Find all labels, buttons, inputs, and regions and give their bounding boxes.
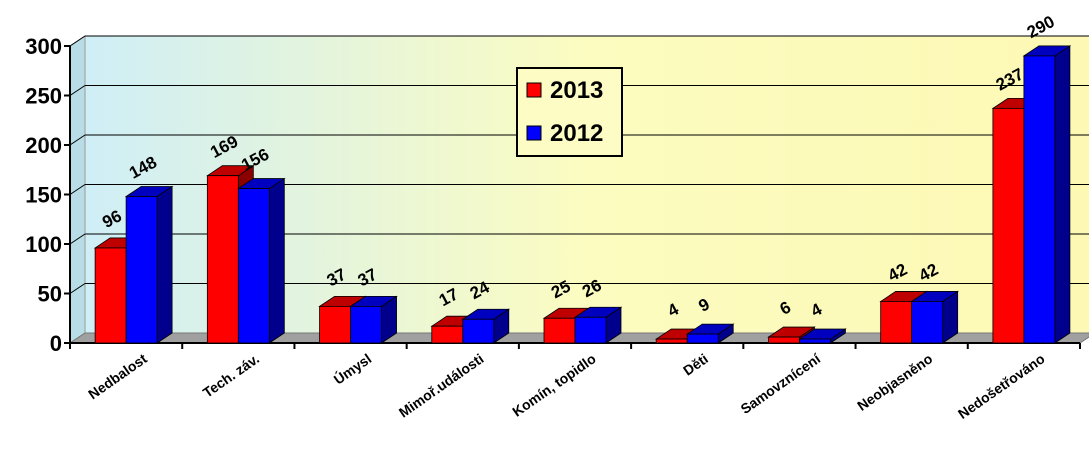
bar-2012-7 <box>910 290 959 344</box>
y-axis-ticks: 0 50 100 150 200 250 300 <box>25 34 70 356</box>
gridline-side <box>69 283 86 294</box>
bar-front <box>431 325 464 344</box>
category-label-7: Neobjasněno <box>854 350 935 414</box>
y-tick-label: 200 <box>25 133 62 158</box>
y-tick-label: 100 <box>25 232 62 257</box>
bar-front <box>543 317 576 344</box>
bar-front <box>1023 55 1056 344</box>
bar-front <box>655 338 688 344</box>
gridline-side <box>69 35 86 47</box>
bar-front <box>94 247 127 344</box>
bar-front <box>880 301 913 344</box>
bar-front <box>237 188 270 344</box>
y-tick-label: 50 <box>38 282 62 307</box>
bar-2012-1 <box>237 177 286 344</box>
bar-front <box>574 316 607 344</box>
y-tick-label: 0 <box>50 331 62 356</box>
bar-front <box>992 107 1025 344</box>
category-label-8: Nedošetřováno <box>955 350 1048 422</box>
bar-side <box>156 185 173 344</box>
bar-front <box>350 305 382 344</box>
y-tick-label: 150 <box>25 183 62 208</box>
bar-front <box>206 175 239 344</box>
category-label-1: Tech. záv. <box>200 350 262 400</box>
bar-front <box>686 333 719 344</box>
bar-front <box>911 301 944 344</box>
legend-label-2013: 2013 <box>550 77 603 104</box>
bar-front <box>319 305 351 344</box>
category-label-4: Komín, topidlo <box>509 350 598 419</box>
bar-2012-4 <box>573 306 623 344</box>
bars <box>93 45 1072 344</box>
y-tick-label: 300 <box>25 34 62 59</box>
bar-2012-5 <box>685 323 735 344</box>
bar-2012-8 <box>1022 45 1072 344</box>
y-tick-label: 250 <box>25 84 62 109</box>
gridline-side <box>69 233 86 245</box>
bar-front <box>799 338 831 344</box>
legend-swatch-2013 <box>526 82 542 98</box>
legend-swatch-2012 <box>526 125 542 141</box>
legend-label-2012: 2012 <box>550 120 603 147</box>
category-label-3: Mimoř.události <box>396 350 487 420</box>
bar-2012-3 <box>461 308 511 344</box>
bar-side <box>1054 45 1071 344</box>
bar-2012-2 <box>349 295 398 344</box>
gridline-side <box>69 85 86 96</box>
category-label-5: Děti <box>680 350 711 378</box>
category-label-2: Úmysl <box>330 350 374 388</box>
legend: 2013 2012 <box>516 67 623 157</box>
bar-2012-0 <box>124 185 174 344</box>
x-axis-ticks: Nedbalost Tech. záv. Úmysl Mimoř.události Ko… <box>85 350 1047 422</box>
bar-side <box>268 177 285 344</box>
category-label-6: Samovznícení <box>737 350 824 417</box>
gridline-side <box>69 184 86 195</box>
bar-front <box>462 318 495 344</box>
bar-front <box>125 196 158 344</box>
category-label-0: Nedbalost <box>85 350 150 402</box>
bar-front <box>768 336 800 344</box>
bar-2012-6 <box>798 328 847 344</box>
gridline-side <box>69 134 86 146</box>
